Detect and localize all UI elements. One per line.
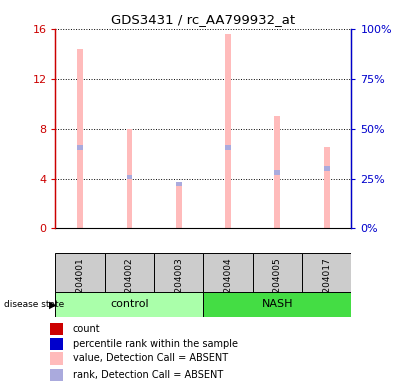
Bar: [324, 147, 330, 228]
Text: control: control: [110, 299, 149, 310]
Bar: [105, 253, 154, 317]
Text: rank, Detection Call = ABSENT: rank, Detection Call = ABSENT: [73, 369, 223, 380]
Bar: [176, 182, 182, 228]
Text: GSM204002: GSM204002: [125, 258, 134, 313]
Text: GSM204005: GSM204005: [273, 258, 282, 313]
Bar: [77, 145, 83, 149]
Bar: [154, 253, 203, 317]
Text: GSM204017: GSM204017: [322, 258, 331, 313]
Text: ▶: ▶: [48, 299, 56, 310]
Text: count: count: [73, 324, 100, 334]
Bar: [127, 175, 132, 179]
Bar: [225, 34, 231, 228]
Bar: [50, 338, 63, 350]
Bar: [275, 116, 280, 228]
Bar: [275, 170, 280, 174]
Bar: [324, 166, 330, 171]
Bar: [225, 145, 231, 149]
Text: GSM204003: GSM204003: [174, 258, 183, 313]
Text: NASH: NASH: [262, 299, 293, 310]
Bar: [127, 129, 132, 228]
Bar: [203, 292, 351, 317]
Bar: [50, 353, 63, 364]
Text: GSM204001: GSM204001: [76, 258, 85, 313]
Bar: [77, 49, 83, 228]
Bar: [176, 182, 182, 186]
Bar: [302, 253, 351, 317]
Bar: [50, 369, 63, 381]
Title: GDS3431 / rc_AA799932_at: GDS3431 / rc_AA799932_at: [111, 13, 296, 26]
Bar: [55, 292, 203, 317]
Bar: [253, 253, 302, 317]
Bar: [203, 253, 253, 317]
Text: GSM204004: GSM204004: [224, 258, 233, 313]
Text: disease state: disease state: [4, 300, 65, 309]
Text: percentile rank within the sample: percentile rank within the sample: [73, 339, 238, 349]
Bar: [50, 323, 63, 335]
Bar: [55, 253, 105, 317]
Text: value, Detection Call = ABSENT: value, Detection Call = ABSENT: [73, 353, 228, 364]
